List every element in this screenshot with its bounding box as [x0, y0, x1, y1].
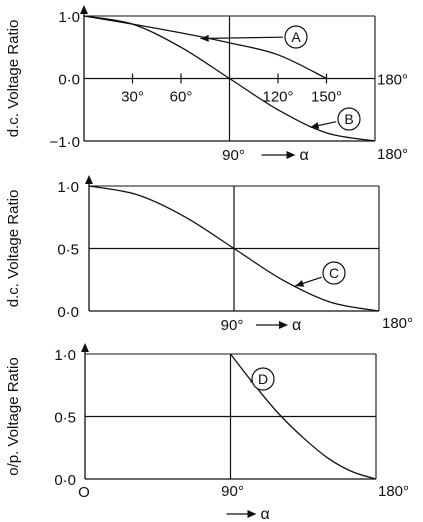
panel1-ylabel: d.c. Voltage Ratio [5, 20, 22, 138]
panel1-curve-a [83, 15, 327, 80]
panel1-ytick-label: 0·0 [58, 72, 80, 89]
panel1-callout-b-circle [337, 107, 361, 131]
panel2-callout-c-circle [322, 261, 346, 285]
panel2-alpha-label: α [292, 317, 301, 334]
panel2-ytick-label: 0·5 [57, 242, 79, 259]
panel3-callout-d-label: D [258, 371, 268, 387]
panel3-origin-label: O [78, 484, 90, 501]
panel2-y-axis-arrow [85, 175, 93, 184]
panel2-right-label: 180° [382, 315, 413, 332]
panel3-alpha-label: α [261, 506, 270, 522]
panel3-ytick-label: 0·5 [54, 410, 76, 427]
panel1-right-label-mid: 180° [377, 72, 408, 89]
panel2-ylabel: d.c. Voltage Ratio [5, 190, 22, 308]
panel1-callout-a-circle [284, 25, 308, 49]
panel1-callout-a-arrowhead [200, 34, 209, 42]
panel3-ylabel: o/p. Voltage Ratio [5, 357, 22, 475]
panel1-curve-b [83, 15, 376, 142]
panel1-callout-a-label: A [291, 29, 301, 45]
panel3-callout-d-circle [251, 367, 275, 391]
panel1-callout-b-arrowhead [310, 122, 320, 129]
panel3-y-axis-arrow [81, 343, 89, 352]
panel1-xtick-label: 120° [262, 89, 293, 106]
panel2-90-label: 90° [221, 317, 244, 334]
panel2-ytick-label: 1·0 [57, 179, 79, 196]
panel1-alpha-arrowhead [286, 151, 296, 159]
panel1-90-label: 90° [222, 147, 245, 164]
panel3-90-label: 90° [221, 483, 244, 500]
panel1-right-label-bottom: 180° [377, 146, 408, 163]
panel3-ytick-label: 1·0 [54, 347, 76, 364]
panel2-curve-c [88, 185, 380, 312]
panel1-callout-a-arrow-line [200, 36, 284, 40]
panel1-xtick-label: 150° [311, 89, 342, 106]
panel1-xtick-label: 60° [170, 89, 193, 106]
panel2-callout-c-arrowhead [295, 280, 305, 287]
panel3-ytick-label: 0·0 [54, 472, 76, 489]
panel1-y-axis-arrow [80, 5, 88, 14]
panel1-alpha-label: α [300, 147, 309, 164]
panel1-ytick-label: 1·0 [58, 9, 80, 26]
panel2-ytick-label: 0·0 [57, 304, 79, 321]
panel3-alpha-arrowhead [247, 510, 257, 518]
panel2-alpha-arrowhead [279, 321, 288, 329]
panel2-callout-c-label: C [329, 265, 339, 281]
panel3-right-label: 180° [378, 483, 409, 500]
panel1-callout-b-label: B [344, 111, 353, 127]
panel1-xtick-label: 30° [121, 89, 144, 106]
panel1-ytick-label: −1·0 [50, 134, 80, 151]
